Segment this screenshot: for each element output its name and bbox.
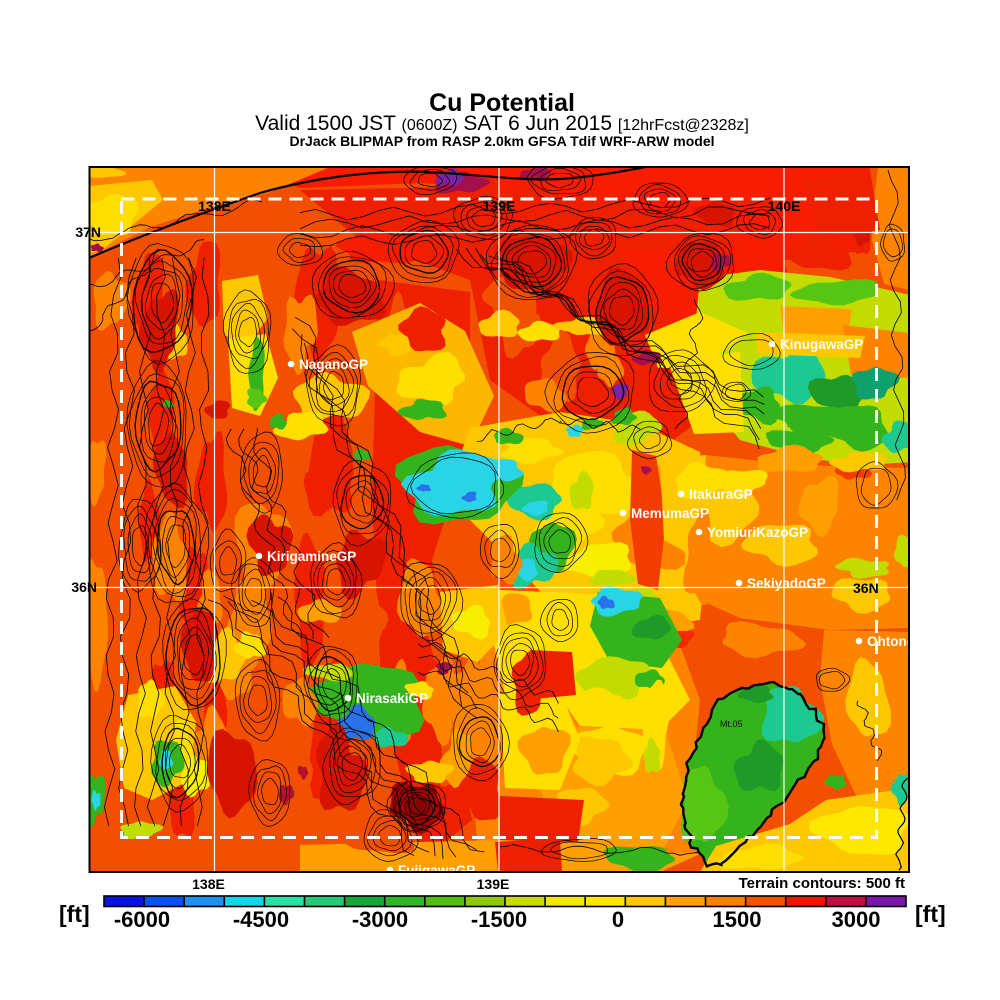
svg-text:NirasakiGP: NirasakiGP	[356, 691, 428, 706]
svg-text:YomiuriKazoGP: YomiuriKazoGP	[707, 525, 808, 540]
svg-text:Terrain contours: 500 ft: Terrain contours: 500 ft	[739, 875, 905, 892]
svg-text:37N: 37N	[75, 224, 101, 240]
svg-text:-4500: -4500	[233, 907, 289, 932]
svg-text:0: 0	[612, 907, 624, 932]
svg-text:MemumaGP: MemumaGP	[631, 506, 709, 521]
svg-text:ItakuraGP: ItakuraGP	[689, 487, 753, 502]
svg-text:Mt.05: Mt.05	[720, 719, 743, 729]
svg-text:-3000: -3000	[352, 907, 408, 932]
svg-text:3000: 3000	[832, 907, 881, 932]
svg-text:140E: 140E	[768, 198, 801, 214]
svg-text:[ft]: [ft]	[915, 901, 946, 927]
svg-text:36N: 36N	[853, 580, 879, 596]
svg-text:KirigamineGP: KirigamineGP	[267, 549, 356, 564]
svg-text:138E: 138E	[192, 876, 225, 892]
svg-text:-6000: -6000	[114, 907, 170, 932]
svg-text:138E: 138E	[198, 198, 231, 214]
svg-text:139E: 139E	[477, 876, 510, 892]
svg-text:DrJack BLIPMAP from RASP 2.0km: DrJack BLIPMAP from RASP 2.0km GFSA Tdif…	[290, 133, 715, 149]
svg-text:KinugawaGP: KinugawaGP	[780, 337, 863, 352]
svg-text:Ohtone: Ohtone	[867, 634, 915, 649]
svg-text:Cu Potential: Cu Potential	[429, 89, 575, 117]
svg-text:36N: 36N	[71, 579, 97, 595]
svg-text:-1500: -1500	[471, 907, 527, 932]
svg-text:Valid 1500 JST (0600Z) SAT 6 J: Valid 1500 JST (0600Z) SAT 6 Jun 2015 [1…	[255, 112, 749, 135]
svg-text:[ft]: [ft]	[59, 901, 90, 927]
svg-text:1500: 1500	[713, 907, 762, 932]
svg-text:NaganoGP: NaganoGP	[299, 357, 368, 372]
svg-text:SekiyadoGP: SekiyadoGP	[747, 576, 826, 591]
svg-text:FujigawaGP: FujigawaGP	[398, 863, 475, 878]
svg-text:139E: 139E	[483, 198, 516, 214]
